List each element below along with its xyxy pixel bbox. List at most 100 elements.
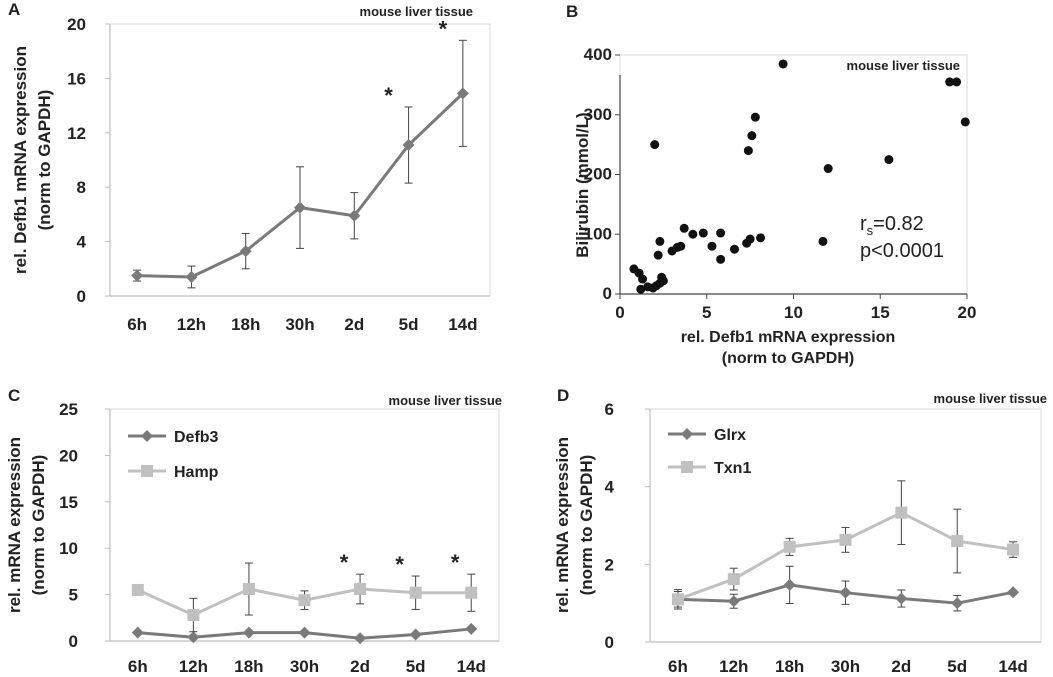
panel-b-data-point — [636, 284, 646, 294]
panel-d-x-tick-label: 14d — [998, 657, 1027, 676]
panel-b-data-point — [818, 236, 828, 246]
panel-a-y-tick-label: 4 — [77, 233, 87, 252]
panel-d-point-txn1 — [671, 593, 684, 606]
panel-d-x-tick-label: 30h — [831, 657, 860, 676]
panel-c-y-tick-label: 0 — [69, 632, 78, 651]
panel-b-y-tick-label: 0 — [603, 284, 612, 303]
panel-d: mouse liver tissue rel. mRNA expression … — [553, 391, 1047, 676]
panel-d-legend-marker-glrx — [681, 428, 693, 440]
panel-b-data-point — [676, 241, 686, 251]
panel-d-x-tick-label: 6h — [668, 657, 688, 676]
panel-a: mouse liver tissue rel. Defb1 mRNA expre… — [11, 4, 491, 334]
panel-c-significance-star: * — [340, 550, 349, 575]
panel-c-point-defb3 — [465, 622, 478, 635]
panel-c-point-hamp — [409, 586, 422, 599]
panel-b-data-point — [716, 254, 726, 264]
panel-a-y-tick-label: 8 — [77, 178, 86, 197]
panel-a-x-tick-label: 6h — [127, 315, 147, 334]
panel-d-point-txn1 — [895, 506, 908, 519]
panel-b-stat-r: rs=0.82 — [860, 213, 924, 238]
panel-a-y-tick-label: 20 — [67, 15, 86, 34]
panel-a-significance-star: * — [439, 16, 448, 41]
panel-b-x-tick-label: 15 — [871, 303, 890, 322]
panel-c-x-tick-label: 2d — [350, 657, 370, 676]
panel-b-title: mouse liver tissue — [847, 58, 960, 73]
panel-d-y-tick-label: 6 — [605, 400, 614, 419]
panel-b-y-tick-label: 200 — [584, 165, 612, 184]
panel-d-title: mouse liver tissue — [934, 391, 1047, 406]
panel-d-legend-marker-txn1 — [681, 461, 693, 473]
panel-a-point-defb1 — [294, 201, 306, 214]
panel-a-y-tick-label: 0 — [77, 287, 86, 306]
panel-label-a: A — [8, 0, 20, 19]
panel-b-data-point — [716, 228, 726, 238]
panel-b-data-point — [952, 77, 962, 87]
panel-d-point-glrx — [951, 597, 964, 610]
panel-c-ylabel-line1: rel. mRNA expression — [5, 437, 24, 613]
panel-b-x-tick-label: 0 — [615, 303, 624, 322]
panel-label-d: D — [557, 386, 569, 405]
panel-a-frame — [109, 23, 491, 297]
panel-c-y-tick-label: 15 — [59, 493, 78, 512]
panel-b-data-point — [730, 244, 740, 254]
panel-a-title: mouse liver tissue — [360, 4, 473, 19]
panel-a-point-defb1 — [131, 269, 144, 282]
panel-d-y-tick-label: 0 — [605, 633, 614, 652]
panel-c-point-defb3 — [131, 626, 144, 639]
panel-d-point-glrx — [895, 592, 908, 605]
panel-a-y-tick-label: 16 — [67, 69, 86, 88]
panel-c-significance-star: * — [451, 550, 460, 575]
panel-b-data-point — [658, 276, 668, 286]
panel-a-x-tick-label: 18h — [231, 315, 260, 334]
panel-c-x-tick-label: 18h — [234, 657, 263, 676]
panel-c-y-tick-label: 5 — [69, 586, 78, 605]
panel-c-x-tick-label: 12h — [179, 657, 208, 676]
panel-c-title: mouse liver tissue — [389, 393, 502, 408]
panel-c: mouse liver tissue rel. mRNA expression … — [5, 393, 502, 676]
panel-c-y-tick-label: 25 — [59, 400, 78, 419]
panel-a-x-tick-label: 12h — [177, 315, 206, 334]
panel-c-x-tick-label: 5d — [406, 657, 426, 676]
panel-c-legend-label-hamp: Hamp — [174, 464, 219, 481]
panel-b-data-point — [707, 241, 717, 251]
panel-a-y-tick-label: 12 — [67, 124, 86, 143]
panel-b: mouse liver tissue Bilirubin (mmol/L) re… — [573, 45, 976, 367]
panel-b-data-point — [655, 236, 665, 246]
panel-c-point-defb3 — [242, 626, 255, 639]
panel-b-data-point — [688, 229, 698, 239]
panel-a-x-tick-label: 14d — [448, 315, 477, 334]
panel-d-point-txn1 — [951, 535, 964, 548]
panel-b-data-point — [745, 234, 755, 244]
panel-a-point-defb1 — [185, 270, 198, 283]
panel-b-y-tick-label: 300 — [584, 105, 612, 124]
panel-c-point-hamp — [242, 583, 255, 596]
panel-d-x-tick-label: 5d — [947, 657, 967, 676]
panel-b-xlabel-line1: rel. Defb1 mRNA expression — [681, 329, 896, 346]
panel-b-data-point — [823, 164, 833, 174]
panel-d-x-tick-label: 18h — [775, 657, 804, 676]
panel-d-y-tick-label: 2 — [605, 555, 614, 574]
panel-c-x-tick-label: 30h — [290, 657, 319, 676]
panel-a-x-tick-label: 30h — [285, 315, 314, 334]
panel-c-point-hamp — [131, 583, 144, 596]
panel-b-y-tick-label: 400 — [584, 45, 612, 64]
panel-c-legend-marker-hamp — [141, 465, 153, 477]
panel-c-point-hamp — [187, 609, 200, 622]
panel-a-x-tick-label: 5d — [399, 315, 419, 334]
panel-c-point-hamp — [298, 594, 311, 607]
panel-b-data-point — [698, 228, 708, 238]
panel-d-frame — [649, 408, 1042, 643]
panel-d-point-txn1 — [1007, 543, 1020, 556]
panel-a-x-tick-label: 2d — [344, 315, 364, 334]
panel-c-significance-star: * — [395, 552, 404, 577]
panel-d-point-glrx — [839, 586, 852, 599]
panel-d-legend-label-glrx: Glrx — [714, 427, 746, 444]
panel-b-data-point — [750, 112, 760, 122]
panel-d-point-txn1 — [839, 533, 852, 546]
panel-b-stat-r-prefix: r — [860, 213, 867, 235]
panel-c-legend-marker-defb3 — [141, 430, 153, 442]
panel-b-data-point — [884, 155, 894, 165]
panel-a-ylabel-line1: rel. Defb1 mRNA expression — [11, 46, 30, 274]
panel-b-x-tick-label: 5 — [702, 303, 711, 322]
